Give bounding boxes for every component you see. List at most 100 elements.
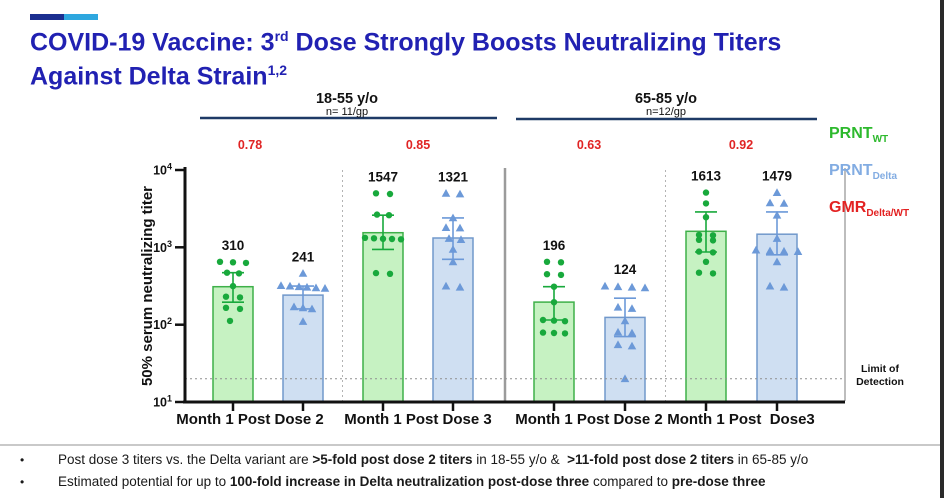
title-line-1: COVID-19 Vaccine: 3rd Dose Strongly Boos… xyxy=(30,28,782,57)
scatter-point xyxy=(772,210,782,219)
legend-item-prnt-delta: PRNTDelta xyxy=(829,162,898,183)
category-label: Month 1 Post Dose 2 xyxy=(176,411,324,428)
y-axis-title: 50% serum neutralizing titer xyxy=(139,186,156,386)
scatter-point xyxy=(702,214,710,221)
scatter-point xyxy=(386,270,394,277)
bar-value-label: 1547 xyxy=(368,169,398,184)
scatter-point xyxy=(455,223,465,232)
scatter-point xyxy=(448,257,458,266)
scatter-point xyxy=(765,198,775,207)
window-right-edge xyxy=(940,0,944,498)
bullet-text: Post dose 3 titers vs. the Delta variant… xyxy=(58,452,809,467)
bar xyxy=(362,231,404,403)
scatter-point xyxy=(455,282,465,291)
scatter-point xyxy=(223,269,231,276)
scatter-point xyxy=(709,270,717,277)
scatter-point xyxy=(361,234,369,241)
title-accent-bars xyxy=(30,14,98,20)
bar-value-label: 241 xyxy=(292,249,315,264)
scatter-point xyxy=(236,294,244,301)
legend-item-prnt-wt: PRNTWT xyxy=(829,125,889,146)
scatter-point xyxy=(289,302,299,311)
scatter-point xyxy=(765,246,775,255)
gmr-value: 0.85 xyxy=(406,138,430,152)
scatter-point xyxy=(751,245,761,254)
scatter-point xyxy=(557,271,565,279)
scatter-point xyxy=(298,303,308,312)
scatter-point xyxy=(709,237,717,244)
lod-label: Detection xyxy=(856,376,904,388)
footer-bullets: • Post dose 3 titers vs. the Delta varian… xyxy=(16,452,928,496)
scatter-point xyxy=(765,281,775,290)
gmr-value: 0.63 xyxy=(577,138,601,152)
scatter-point xyxy=(385,212,393,219)
accent-bar-dark xyxy=(30,14,64,20)
bar-value-label: 310 xyxy=(222,238,245,253)
chart-legend: PRNTWT PRNTDelta GMRDelta/WT xyxy=(829,124,909,225)
scatter-point xyxy=(695,236,703,243)
scatter-point xyxy=(444,234,454,242)
scatter-point xyxy=(388,235,396,243)
scatter-point xyxy=(448,245,458,253)
scatter-point xyxy=(379,235,387,242)
scatter-point xyxy=(307,304,317,313)
scatter-point xyxy=(441,281,451,290)
scatter-point xyxy=(539,316,547,324)
category-label: Month 1 Post Dose3 xyxy=(667,411,815,428)
lod-label: Limit of xyxy=(861,363,899,375)
scatter-point xyxy=(709,232,717,239)
group-n-label: n=12/gp xyxy=(646,106,686,118)
scatter-point xyxy=(702,258,710,265)
scatter-point xyxy=(320,284,330,292)
scatter-point xyxy=(627,341,637,350)
bar-value-label: 196 xyxy=(543,238,566,253)
scatter-point xyxy=(235,270,243,277)
scatter-point xyxy=(455,189,465,198)
scatter-point xyxy=(285,281,295,290)
scatter-point xyxy=(226,317,234,325)
scatter-point xyxy=(772,188,782,196)
scatter-point xyxy=(543,271,551,278)
scatter-point xyxy=(613,282,623,291)
scatter-point xyxy=(448,213,458,222)
scatter-point xyxy=(302,282,312,291)
bar xyxy=(432,237,474,403)
scatter-point xyxy=(561,318,569,325)
scatter-point xyxy=(613,302,623,311)
scatter-point xyxy=(298,317,308,325)
bar-value-label: 1321 xyxy=(438,169,469,184)
scatter-point xyxy=(640,283,650,292)
bar-value-label: 124 xyxy=(614,262,637,277)
scatter-point xyxy=(456,235,466,243)
gmr-value: 0.78 xyxy=(238,138,262,152)
scatter-point xyxy=(779,246,789,255)
scatter-point xyxy=(229,282,237,290)
group-label: 18-55 y/o xyxy=(316,91,378,107)
bullet-text: Estimated potential for up to 100-fold i… xyxy=(58,474,766,489)
scatter-point xyxy=(229,259,237,266)
scatter-point xyxy=(539,329,547,336)
scatter-point xyxy=(772,234,782,242)
accent-bar-light xyxy=(64,14,98,20)
scatter-point xyxy=(216,258,224,265)
scatter-point xyxy=(695,269,703,276)
scatter-point xyxy=(779,199,789,207)
scatter-point xyxy=(550,329,558,337)
scatter-point xyxy=(600,281,610,290)
scatter-point xyxy=(370,235,378,242)
scatter-point xyxy=(294,282,304,291)
scatter-point xyxy=(298,269,308,277)
title-line-2: Against Delta Strain1,2 xyxy=(30,62,288,91)
bullet-marker: • xyxy=(20,475,25,489)
scatter-point xyxy=(397,236,405,243)
scatter-point xyxy=(373,211,381,218)
scatter-point xyxy=(372,269,380,277)
bar-value-label: 1613 xyxy=(691,169,722,184)
scatter-point xyxy=(709,249,717,256)
scatter-point xyxy=(222,293,230,300)
scatter-point xyxy=(441,223,451,231)
scatter-point xyxy=(627,282,637,291)
scatter-point xyxy=(695,248,703,255)
